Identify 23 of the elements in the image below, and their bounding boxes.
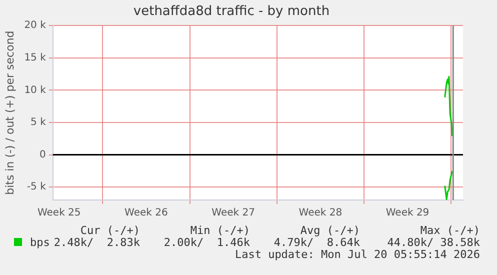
y-tick-label: 15 k: [24, 52, 46, 64]
text: Last update: Mon Jul 20 05:55:14 2026: [234, 248, 480, 261]
y-tick-label: 10 k: [24, 84, 46, 96]
x-tick-label: Week 28: [298, 208, 342, 219]
x-tick-label: Week 26: [124, 208, 168, 219]
y-tick-label: 0: [40, 149, 46, 160]
text: 4.79k/ 8.64k: [274, 236, 360, 249]
x-tick-label: Week 27: [212, 208, 255, 219]
text: Min (-/+): [190, 224, 250, 237]
text: 2.00k/ 1.46k: [164, 236, 250, 249]
y-tick-label: 20 k: [24, 20, 46, 32]
legend-label: bps: [29, 236, 50, 249]
x-tick-label: Week 25: [37, 208, 81, 219]
x-tick-label: Week 29: [386, 208, 430, 219]
text: 2.48k/ 2.83k: [54, 236, 140, 249]
y-axis-title: bits in (-) / out (+) per second: [3, 30, 16, 195]
text: Avg (-/+): [300, 224, 360, 237]
y-tick-label: 5 k: [30, 117, 46, 128]
text: Cur (-/+): [80, 224, 140, 237]
y-tick-label: -5 k: [26, 182, 46, 193]
chart-title: vethaffda8d traffic - by month: [133, 4, 330, 20]
text: 44.80k/ 38.58k: [387, 236, 480, 249]
text: Max (-/+): [420, 224, 480, 237]
